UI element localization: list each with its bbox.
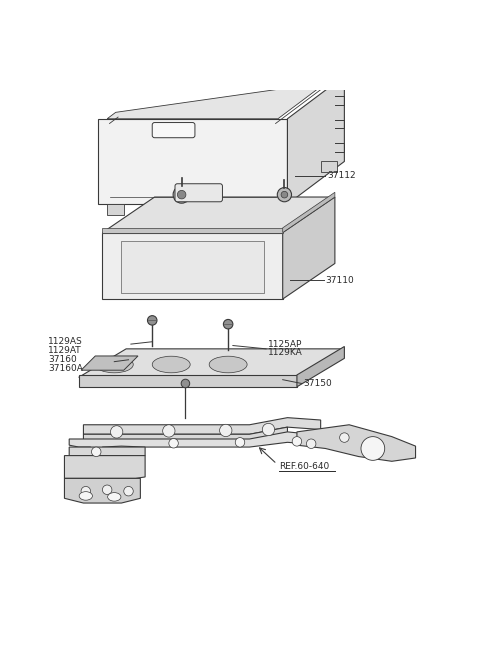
Polygon shape [84, 418, 321, 434]
Polygon shape [64, 456, 145, 478]
FancyBboxPatch shape [152, 122, 195, 138]
Polygon shape [297, 346, 344, 387]
Polygon shape [102, 233, 283, 299]
Circle shape [102, 485, 112, 495]
Circle shape [92, 447, 101, 457]
Ellipse shape [209, 356, 247, 373]
Circle shape [110, 426, 123, 438]
Polygon shape [69, 447, 145, 457]
Ellipse shape [108, 493, 121, 501]
Text: 1129KA: 1129KA [267, 348, 302, 357]
Polygon shape [79, 375, 297, 387]
Text: 37160: 37160 [48, 355, 77, 364]
Circle shape [147, 316, 157, 325]
Circle shape [262, 423, 275, 436]
Text: 1125AP: 1125AP [267, 339, 302, 348]
Circle shape [281, 191, 288, 198]
Circle shape [163, 424, 175, 437]
Polygon shape [288, 76, 344, 204]
Polygon shape [102, 197, 335, 233]
Polygon shape [107, 83, 326, 119]
FancyBboxPatch shape [175, 184, 222, 202]
Text: 37112: 37112 [327, 171, 356, 180]
Circle shape [306, 439, 316, 449]
Polygon shape [102, 228, 283, 233]
Circle shape [277, 187, 291, 202]
Circle shape [169, 438, 179, 448]
Polygon shape [64, 478, 140, 503]
Circle shape [181, 379, 190, 388]
Polygon shape [283, 197, 335, 299]
Text: 37150: 37150 [303, 379, 332, 388]
Text: REF.60-640: REF.60-640 [279, 462, 329, 471]
Polygon shape [69, 432, 344, 456]
Ellipse shape [152, 356, 190, 373]
Bar [121, 241, 264, 293]
Text: 1129AS: 1129AS [48, 337, 83, 346]
Circle shape [235, 438, 245, 447]
Polygon shape [97, 119, 288, 204]
Circle shape [81, 487, 91, 496]
Circle shape [340, 433, 349, 442]
Circle shape [178, 191, 186, 199]
Polygon shape [107, 204, 124, 215]
Polygon shape [264, 204, 280, 215]
Ellipse shape [79, 492, 93, 500]
Text: 37110: 37110 [325, 276, 354, 284]
Polygon shape [79, 349, 344, 377]
Polygon shape [81, 356, 138, 370]
Polygon shape [283, 193, 335, 233]
Text: 37160A: 37160A [48, 364, 83, 373]
Polygon shape [297, 424, 416, 461]
Circle shape [173, 186, 190, 203]
Ellipse shape [96, 356, 133, 373]
Polygon shape [321, 161, 337, 172]
Text: 1129AT: 1129AT [48, 346, 82, 355]
Circle shape [223, 320, 233, 329]
Polygon shape [84, 427, 288, 443]
Circle shape [292, 437, 301, 446]
Circle shape [219, 424, 232, 437]
Circle shape [124, 487, 133, 496]
Circle shape [361, 437, 384, 460]
